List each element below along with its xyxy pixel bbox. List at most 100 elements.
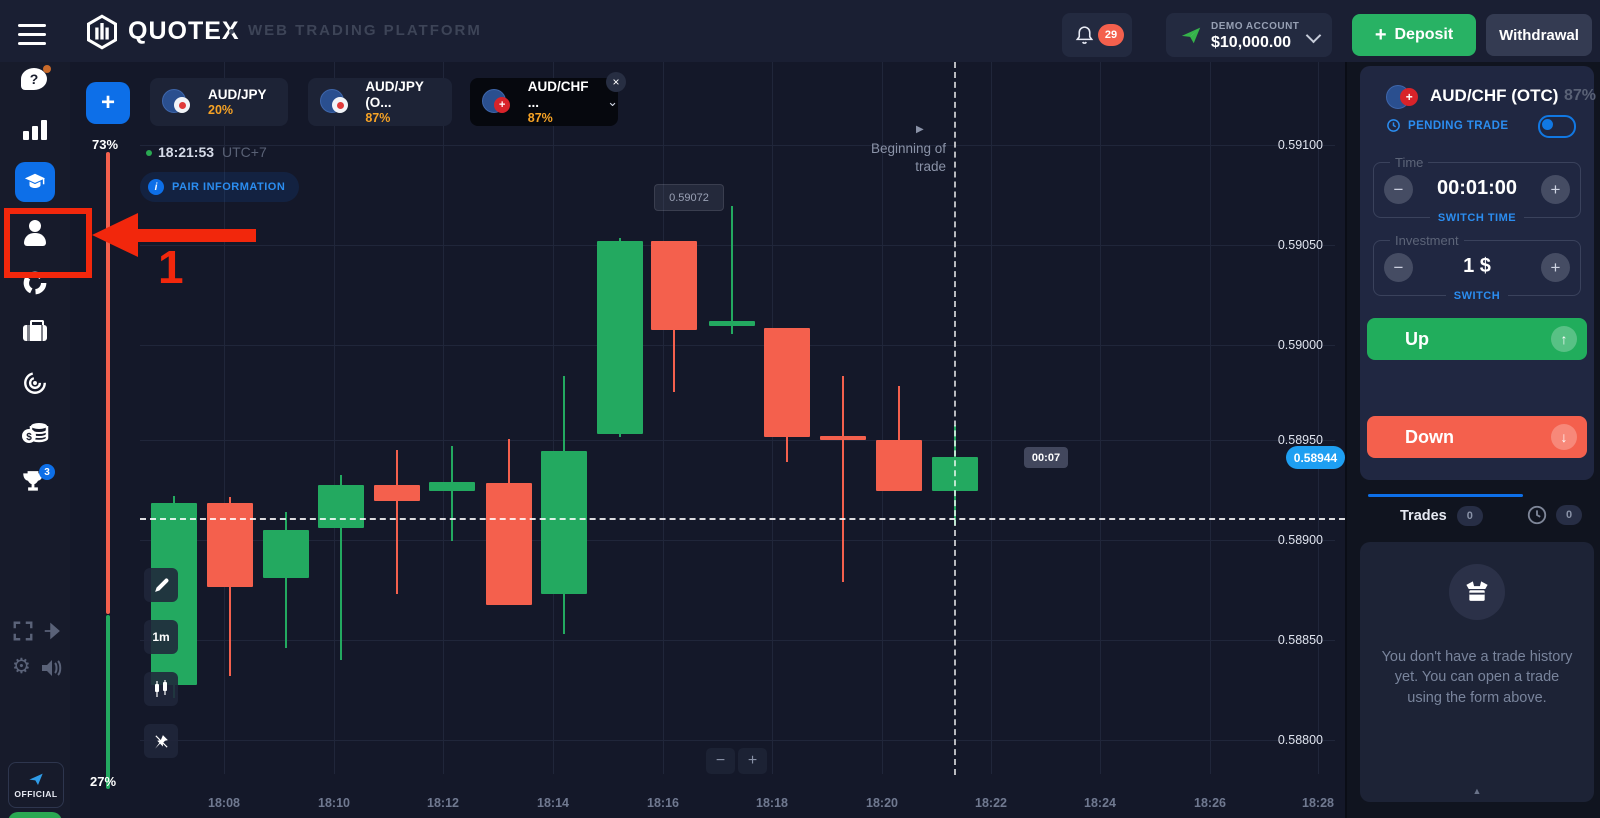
detach-arrow-icon[interactable] bbox=[42, 620, 64, 642]
asset-tab-audjpy-otc[interactable]: AUD/JPY (O... 87% bbox=[308, 78, 452, 126]
pencil-icon bbox=[154, 578, 168, 592]
sidebar-item-signals[interactable] bbox=[0, 120, 70, 140]
live-dot bbox=[146, 150, 152, 156]
candle-body bbox=[597, 241, 643, 434]
account-switcher[interactable]: DEMO ACCOUNT $10,000.00 bbox=[1166, 13, 1332, 57]
trade-markers-button[interactable] bbox=[144, 724, 178, 758]
up-button[interactable]: Up ↑ bbox=[1367, 318, 1587, 360]
withdrawal-button[interactable]: Withdrawal bbox=[1486, 14, 1592, 56]
candle-wick bbox=[451, 446, 453, 541]
help-button[interactable]: Help bbox=[8, 812, 62, 818]
settings-gear-icon[interactable]: ⚙ bbox=[12, 655, 31, 678]
history-tab[interactable]: 0 bbox=[1526, 504, 1582, 526]
asset-tab-audchf-active[interactable]: + AUD/CHF ... 87% ⌄ bbox=[470, 78, 618, 126]
trade-panel: + AUD/CHF (OTC) 87% PENDING TRADE Time −… bbox=[1345, 62, 1600, 818]
sentiment-up-label: 73% bbox=[92, 137, 119, 152]
sidebar-item-achievements[interactable]: 3 bbox=[0, 464, 70, 498]
pending-trade-row: PENDING TRADE bbox=[1386, 118, 1508, 133]
timeframe-button[interactable]: 1m bbox=[144, 620, 178, 654]
switch-time-link[interactable]: SWITCH TIME bbox=[1374, 212, 1580, 224]
server-clock: 18:21:53 bbox=[158, 144, 215, 160]
chart-area[interactable]: 18:08 18:10 18:12 18:14 18:16 18:18 18:20 18:22… bbox=[70, 62, 1345, 818]
vertical-gridline bbox=[224, 62, 225, 774]
trades-tab[interactable]: Trades 0 bbox=[1400, 506, 1483, 526]
zoom-out-button[interactable]: − bbox=[706, 748, 735, 774]
sidebar-item-tournaments[interactable] bbox=[0, 370, 70, 396]
trophy-icon bbox=[23, 471, 43, 491]
trade-history-empty-card: You don't have a trade history yet. You … bbox=[1360, 542, 1594, 802]
sidebar-item-market[interactable] bbox=[0, 320, 70, 342]
asset-tab-audjpy[interactable]: AUD/JPY 20% bbox=[150, 78, 288, 126]
candle-body bbox=[486, 483, 532, 605]
sound-icon[interactable] bbox=[40, 658, 64, 678]
candle-wick bbox=[898, 386, 900, 491]
horizontal-gridline bbox=[140, 440, 1335, 441]
candle-wick bbox=[396, 450, 398, 594]
empty-history-text: You don't have a trade history yet. You … bbox=[1381, 649, 1573, 706]
add-asset-button[interactable]: + bbox=[86, 82, 130, 124]
official-label: OFFICIAL bbox=[14, 789, 58, 799]
notifications-button[interactable]: 29 bbox=[1062, 13, 1132, 57]
briefcase-icon bbox=[23, 320, 47, 342]
candle-body bbox=[820, 436, 866, 440]
time-value[interactable]: 00:01:00 bbox=[1436, 177, 1518, 199]
logo-text: QUOTEX bbox=[128, 17, 240, 45]
pending-trade-label: PENDING TRADE bbox=[1408, 119, 1509, 132]
sidebar-item-education[interactable] bbox=[0, 162, 70, 202]
down-button[interactable]: Down ↓ bbox=[1367, 416, 1587, 458]
up-label: Up bbox=[1405, 328, 1429, 349]
time-minus-button[interactable]: − bbox=[1384, 175, 1413, 204]
zoom-in-button[interactable]: + bbox=[738, 748, 767, 774]
tab-chevron-icon[interactable]: ⌄ bbox=[607, 94, 618, 109]
candle-body bbox=[709, 321, 755, 326]
history-clock-icon bbox=[1527, 505, 1547, 525]
invest-minus-button[interactable]: − bbox=[1384, 253, 1413, 282]
sidebar-item-cashback[interactable]: $ bbox=[0, 420, 70, 446]
tab-payout: 20% bbox=[208, 103, 234, 118]
notification-bell-icon bbox=[1075, 26, 1094, 44]
tab-payout: 87% bbox=[527, 111, 553, 126]
invest-plus-button[interactable]: + bbox=[1541, 253, 1570, 282]
candle-body bbox=[429, 482, 475, 491]
tab-pair-name: AUD/JPY (O... bbox=[365, 78, 424, 110]
vertical-gridline bbox=[1100, 62, 1101, 774]
high-marker-label: 0.59072 bbox=[654, 184, 724, 211]
account-balance: $10,000.00 bbox=[1211, 34, 1292, 51]
crossed-pin-icon bbox=[154, 734, 168, 749]
investment-value[interactable]: 1 $ bbox=[1463, 255, 1491, 277]
pair-information-button[interactable]: i PAIR INFORMATION bbox=[140, 172, 300, 202]
chart-type-button[interactable] bbox=[144, 672, 178, 706]
vertical-gridline bbox=[882, 62, 883, 774]
fullscreen-icon[interactable] bbox=[12, 620, 34, 642]
time-plus-button[interactable]: + bbox=[1541, 175, 1570, 204]
candles-type-icon bbox=[155, 680, 167, 697]
time-axis-label: 18:08 bbox=[208, 796, 240, 810]
hamburger-menu-icon[interactable] bbox=[18, 18, 46, 51]
begin-of-trade-label: Beginning of trade bbox=[870, 141, 946, 174]
tab-payout: 87% bbox=[365, 111, 391, 126]
deposit-label: Deposit bbox=[1394, 26, 1454, 43]
sidebar-item-support[interactable]: ? bbox=[0, 65, 70, 94]
sentiment-down-label: 27% bbox=[90, 774, 117, 789]
annotation-arrow-shaft bbox=[138, 229, 256, 242]
time-axis-label: 18:26 bbox=[1194, 796, 1226, 810]
trades-tabs-row: Trades 0 0 bbox=[1360, 494, 1594, 534]
telegram-plane-icon bbox=[29, 773, 43, 785]
countdown-label: 00:07 bbox=[1024, 447, 1068, 468]
drawing-tools-button[interactable] bbox=[144, 568, 178, 602]
sidebar-item-profile[interactable] bbox=[0, 220, 70, 246]
deposit-button[interactable]: + Deposit bbox=[1352, 14, 1476, 56]
collapse-arrow-icon[interactable]: ▲ bbox=[1472, 786, 1482, 796]
official-channel-button[interactable]: OFFICIAL bbox=[8, 762, 64, 808]
up-arrow-icon: ↑ bbox=[1551, 326, 1577, 352]
timezone-label: UTC+7 bbox=[222, 144, 267, 160]
sentiment-bar-buy bbox=[106, 615, 110, 789]
current-price-line bbox=[140, 518, 1345, 520]
tab-close-icon[interactable]: × bbox=[606, 72, 626, 92]
toggle-knob bbox=[1542, 119, 1553, 130]
candle-body bbox=[876, 440, 922, 491]
investment-legend: Investment bbox=[1390, 233, 1464, 248]
pending-toggle[interactable] bbox=[1538, 115, 1576, 138]
switch-link[interactable]: SWITCH bbox=[1374, 290, 1580, 302]
highlight-rectangle bbox=[4, 208, 92, 278]
